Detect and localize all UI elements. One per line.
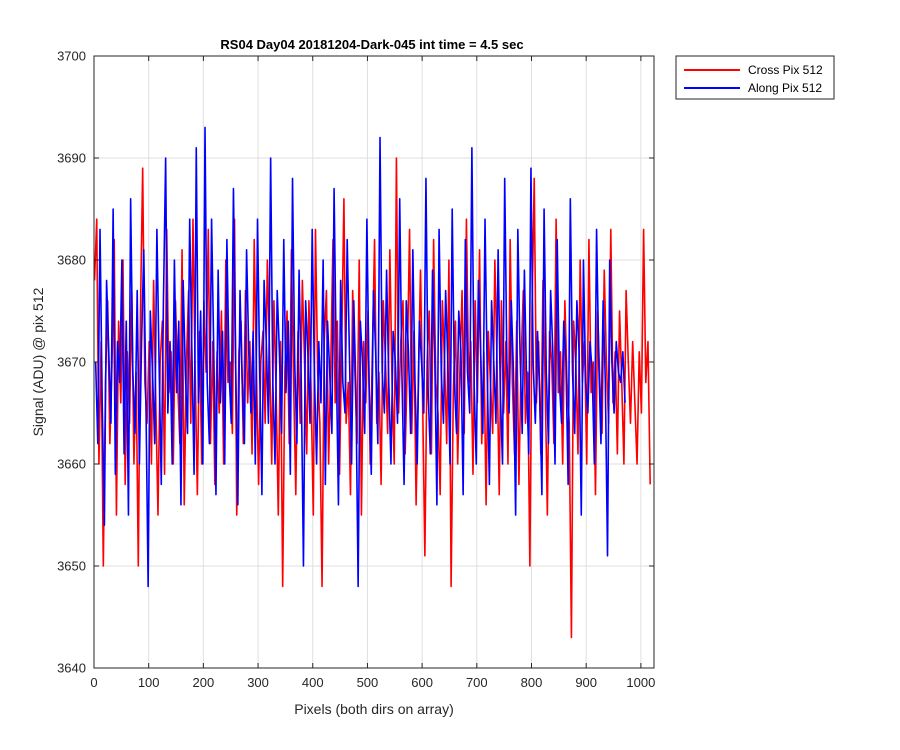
x-axis-label: Pixels (both dirs on array): [294, 701, 454, 717]
y-tick-label: 3670: [57, 355, 86, 370]
x-tick-label: 400: [302, 675, 324, 690]
chart-title: RS04 Day04 20181204-Dark-045 int time = …: [220, 37, 523, 52]
legend-label-cross: Cross Pix 512: [748, 63, 823, 77]
x-tick-label: 700: [466, 675, 488, 690]
series-layer: [94, 126, 651, 639]
x-tick-label: 900: [575, 675, 597, 690]
legend-box: [675, 55, 835, 100]
y-axis-ticks: 3640 3650 3660 3670 3680 3690 3700: [57, 49, 654, 676]
x-tick-label: 100: [138, 675, 160, 690]
legend: Cross Pix 512 Along Pix 512: [675, 55, 835, 100]
x-tick-label: 600: [411, 675, 433, 690]
x-tick-label: 1000: [626, 675, 655, 690]
x-tick-label: 200: [193, 675, 215, 690]
y-tick-label: 3700: [57, 49, 86, 64]
x-axis-ticks: 0 100 200 300 400 500 600 700 800 900 1000: [90, 56, 655, 690]
y-axis-label: Signal (ADU) @ pix 512: [30, 287, 46, 436]
y-tick-label: 3640: [57, 661, 86, 676]
x-tick-label: 500: [357, 675, 379, 690]
x-tick-label: 0: [90, 675, 97, 690]
y-tick-label: 3660: [57, 457, 86, 472]
series-line-along-pix-512: [94, 126, 626, 588]
y-tick-label: 3650: [57, 559, 86, 574]
y-tick-label: 3680: [57, 253, 86, 268]
x-tick-label: 800: [521, 675, 543, 690]
y-tick-label: 3690: [57, 151, 86, 166]
legend-label-along: Along Pix 512: [748, 81, 822, 95]
x-tick-label: 300: [247, 675, 269, 690]
